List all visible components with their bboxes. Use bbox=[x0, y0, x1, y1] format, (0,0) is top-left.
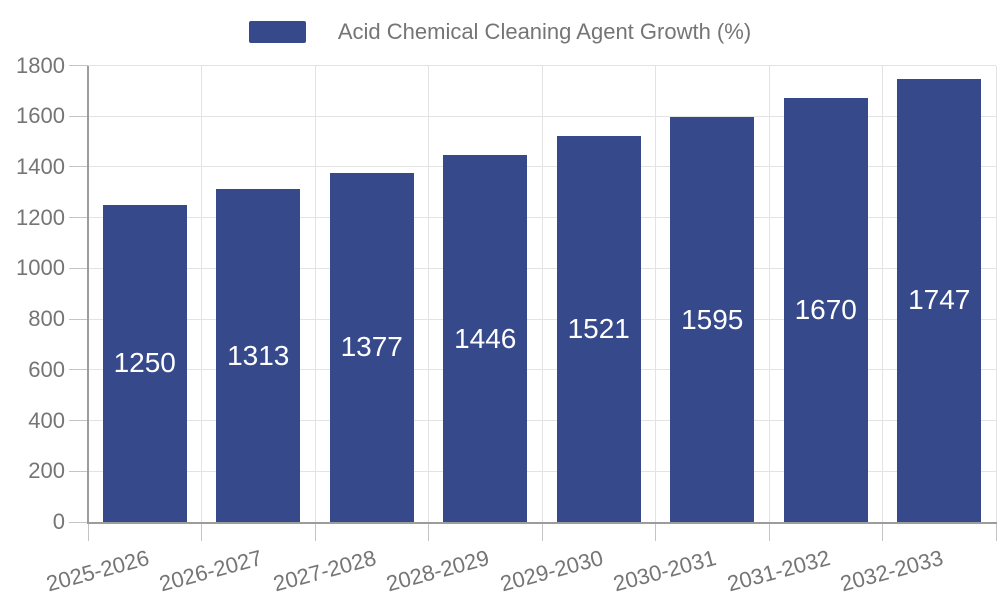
x-tick-label-text: 2031-2032 bbox=[724, 545, 833, 597]
v-gridline bbox=[541, 65, 543, 522]
x-axis-tick bbox=[655, 522, 656, 541]
x-tick-label-text: 2030-2031 bbox=[610, 545, 719, 597]
y-axis-tick bbox=[69, 65, 88, 66]
x-axis-tick bbox=[768, 522, 770, 541]
v-gridline bbox=[201, 65, 202, 522]
v-gridline bbox=[995, 65, 997, 522]
x-tick-label-text: 2027-2028 bbox=[270, 545, 379, 597]
bar-value-label: 1313 bbox=[227, 339, 290, 371]
v-gridline bbox=[882, 65, 883, 522]
y-axis-tick bbox=[69, 420, 88, 422]
y-tick-label: 1000 bbox=[16, 255, 65, 281]
x-tick-label-text: 2032-2033 bbox=[837, 545, 946, 597]
x-axis-tick bbox=[995, 522, 997, 541]
v-gridline bbox=[768, 65, 770, 522]
bar bbox=[102, 204, 187, 522]
bar-value-label: 1250 bbox=[113, 347, 176, 379]
y-axis-tick bbox=[69, 318, 88, 320]
bar bbox=[783, 98, 868, 522]
y-axis-tick bbox=[69, 217, 88, 219]
v-gridline bbox=[428, 65, 429, 522]
v-gridline bbox=[314, 65, 316, 522]
bar bbox=[556, 136, 641, 522]
x-axis-tick bbox=[428, 522, 429, 541]
bar bbox=[670, 117, 755, 522]
x-tick-label-text: 2026-2027 bbox=[156, 545, 265, 597]
y-axis-tick bbox=[69, 470, 88, 472]
y-axis-tick bbox=[69, 115, 88, 117]
y-tick-label: 1600 bbox=[16, 103, 65, 129]
y-tick-label: 200 bbox=[28, 458, 65, 484]
x-tick-label-text: 2028-2029 bbox=[383, 545, 492, 597]
x-axis-line bbox=[86, 522, 997, 524]
bar-value-label: 1747 bbox=[908, 284, 971, 316]
y-tick-label: 0 bbox=[52, 509, 65, 534]
bar-value-label: 1446 bbox=[454, 322, 517, 354]
x-axis-tick bbox=[87, 522, 89, 541]
x-axis-tick bbox=[882, 522, 883, 541]
y-tick-label: 800 bbox=[28, 306, 65, 332]
x-axis-tick bbox=[541, 522, 543, 541]
bar-value-label: 1595 bbox=[681, 303, 744, 335]
y-axis-tick bbox=[69, 521, 88, 523]
y-tick-label: 1800 bbox=[16, 52, 65, 78]
bar-value-label: 1670 bbox=[794, 294, 857, 326]
x-tick-label-text: 2029-2030 bbox=[497, 545, 606, 597]
legend-swatch[interactable] bbox=[248, 21, 306, 43]
legend[interactable]: Acid Chemical Cleaning Agent Growth (%) bbox=[0, 17, 1000, 47]
bar bbox=[216, 189, 301, 522]
y-axis-line bbox=[86, 65, 89, 522]
bar-value-label: 1521 bbox=[567, 313, 630, 345]
legend-label[interactable]: Acid Chemical Cleaning Agent Growth (%) bbox=[337, 19, 752, 44]
bar bbox=[443, 155, 528, 522]
y-tick-label: 400 bbox=[28, 407, 65, 433]
y-tick-label: 1400 bbox=[16, 153, 65, 179]
bar bbox=[329, 172, 414, 522]
x-axis-tick bbox=[314, 522, 316, 541]
x-axis-tick bbox=[201, 522, 202, 541]
y-axis-tick bbox=[69, 166, 88, 168]
y-tick-label: 600 bbox=[28, 356, 65, 382]
y-tick-label: 1200 bbox=[16, 204, 65, 230]
y-axis-tick bbox=[69, 267, 88, 269]
bar bbox=[897, 78, 982, 522]
y-axis-tick bbox=[69, 369, 88, 371]
v-gridline bbox=[655, 65, 656, 522]
x-tick-label-text: 2025-2026 bbox=[43, 545, 152, 597]
bar-value-label: 1377 bbox=[340, 331, 403, 363]
